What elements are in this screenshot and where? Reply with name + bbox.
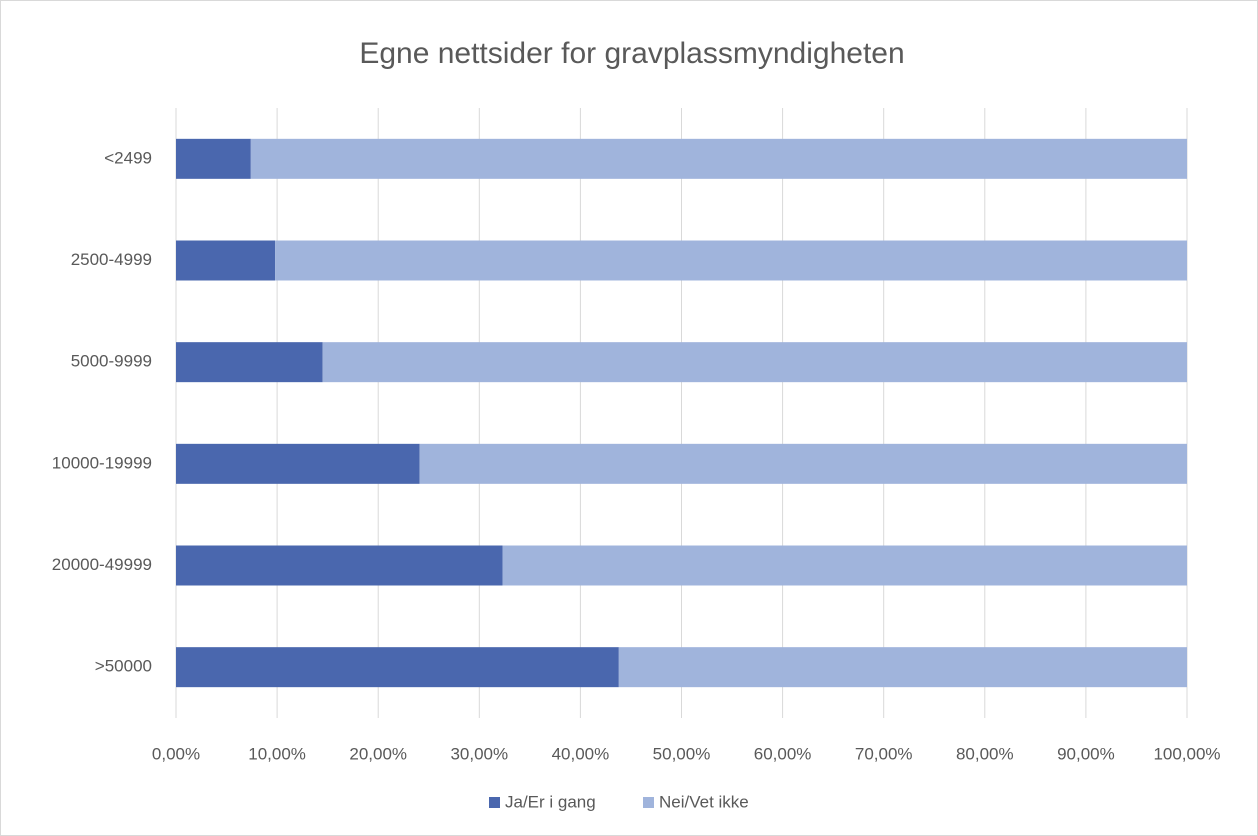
bar-segment <box>275 240 1187 281</box>
bar-segment <box>176 138 251 179</box>
x-tick-label: 80,00% <box>956 744 1014 763</box>
bar-segment <box>250 138 1188 179</box>
y-tick-label: 5000-9999 <box>71 352 152 371</box>
x-tick-label: 30,00% <box>450 744 508 763</box>
y-tick-label: >50000 <box>95 657 152 676</box>
x-tick-label: 70,00% <box>855 744 913 763</box>
bar-segment <box>618 647 1187 688</box>
bar-segment <box>176 342 323 383</box>
x-tick-label: 90,00% <box>1057 744 1115 763</box>
y-tick-label: 10000-19999 <box>52 453 152 472</box>
bar-segment <box>502 545 1188 586</box>
bar-segment <box>322 342 1188 383</box>
x-tick-label: 50,00% <box>653 744 711 763</box>
y-tick-label: <2499 <box>104 148 152 167</box>
x-tick-label: 60,00% <box>754 744 812 763</box>
x-tick-label: 100,00% <box>1153 744 1220 763</box>
bar-segment <box>176 647 619 688</box>
legend-label: Nei/Vet ikke <box>659 792 749 811</box>
y-tick-label: 2500-4999 <box>71 250 152 269</box>
x-tick-label: 0,00% <box>152 744 200 763</box>
x-tick-label: 20,00% <box>349 744 407 763</box>
y-tick-label: 20000-49999 <box>52 555 152 574</box>
bar-segment <box>419 443 1187 484</box>
legend-swatch <box>643 797 654 808</box>
x-tick-label: 10,00% <box>248 744 306 763</box>
bar-segment <box>176 545 503 586</box>
chart-title: Egne nettsider for gravplassmyndigheten <box>359 37 904 70</box>
bar-segment <box>176 443 420 484</box>
bar-segment <box>176 240 276 281</box>
x-tick-label: 40,00% <box>552 744 610 763</box>
legend-swatch <box>489 797 500 808</box>
legend-label: Ja/Er i gang <box>505 792 596 811</box>
